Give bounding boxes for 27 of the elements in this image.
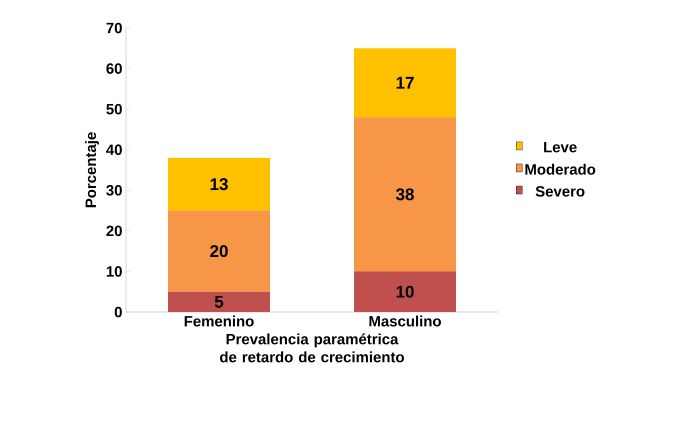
- y-axis-title: Porcentaje: [85, 132, 100, 208]
- x-tick-label: Femenino: [184, 316, 254, 326]
- bar: [354, 271, 456, 312]
- y-tick-label: 40: [106, 144, 122, 155]
- bar: [168, 210, 270, 292]
- data-label: 38: [396, 188, 414, 200]
- data-label: 13: [210, 178, 228, 190]
- y-tick-label: 50: [106, 104, 122, 114]
- legend-label: Leve: [544, 142, 577, 152]
- bar: [168, 158, 270, 211]
- legend-label: Moderado: [525, 164, 596, 175]
- legend-label: Severo: [536, 186, 584, 197]
- x-axis-title: Prevalencia paramétrica de retardo de crecimiento: [220, 333, 404, 362]
- bar: [354, 48, 456, 118]
- y-tick-label: 60: [106, 63, 122, 74]
- y-tick-label: 70: [106, 22, 122, 34]
- data-label: 20: [210, 245, 228, 258]
- bar: [354, 117, 456, 272]
- data-label: 17: [396, 76, 414, 89]
- data-label: 10: [396, 286, 414, 298]
- y-tick-label: 30: [106, 184, 122, 196]
- data-label: 5: [214, 296, 224, 308]
- bar: [168, 292, 270, 312]
- y-tick-label: 10: [106, 266, 122, 277]
- x-tick-label: Masculino: [369, 316, 441, 326]
- y-tick-label: 20: [106, 226, 122, 236]
- y-tick-label: 0: [114, 306, 122, 318]
